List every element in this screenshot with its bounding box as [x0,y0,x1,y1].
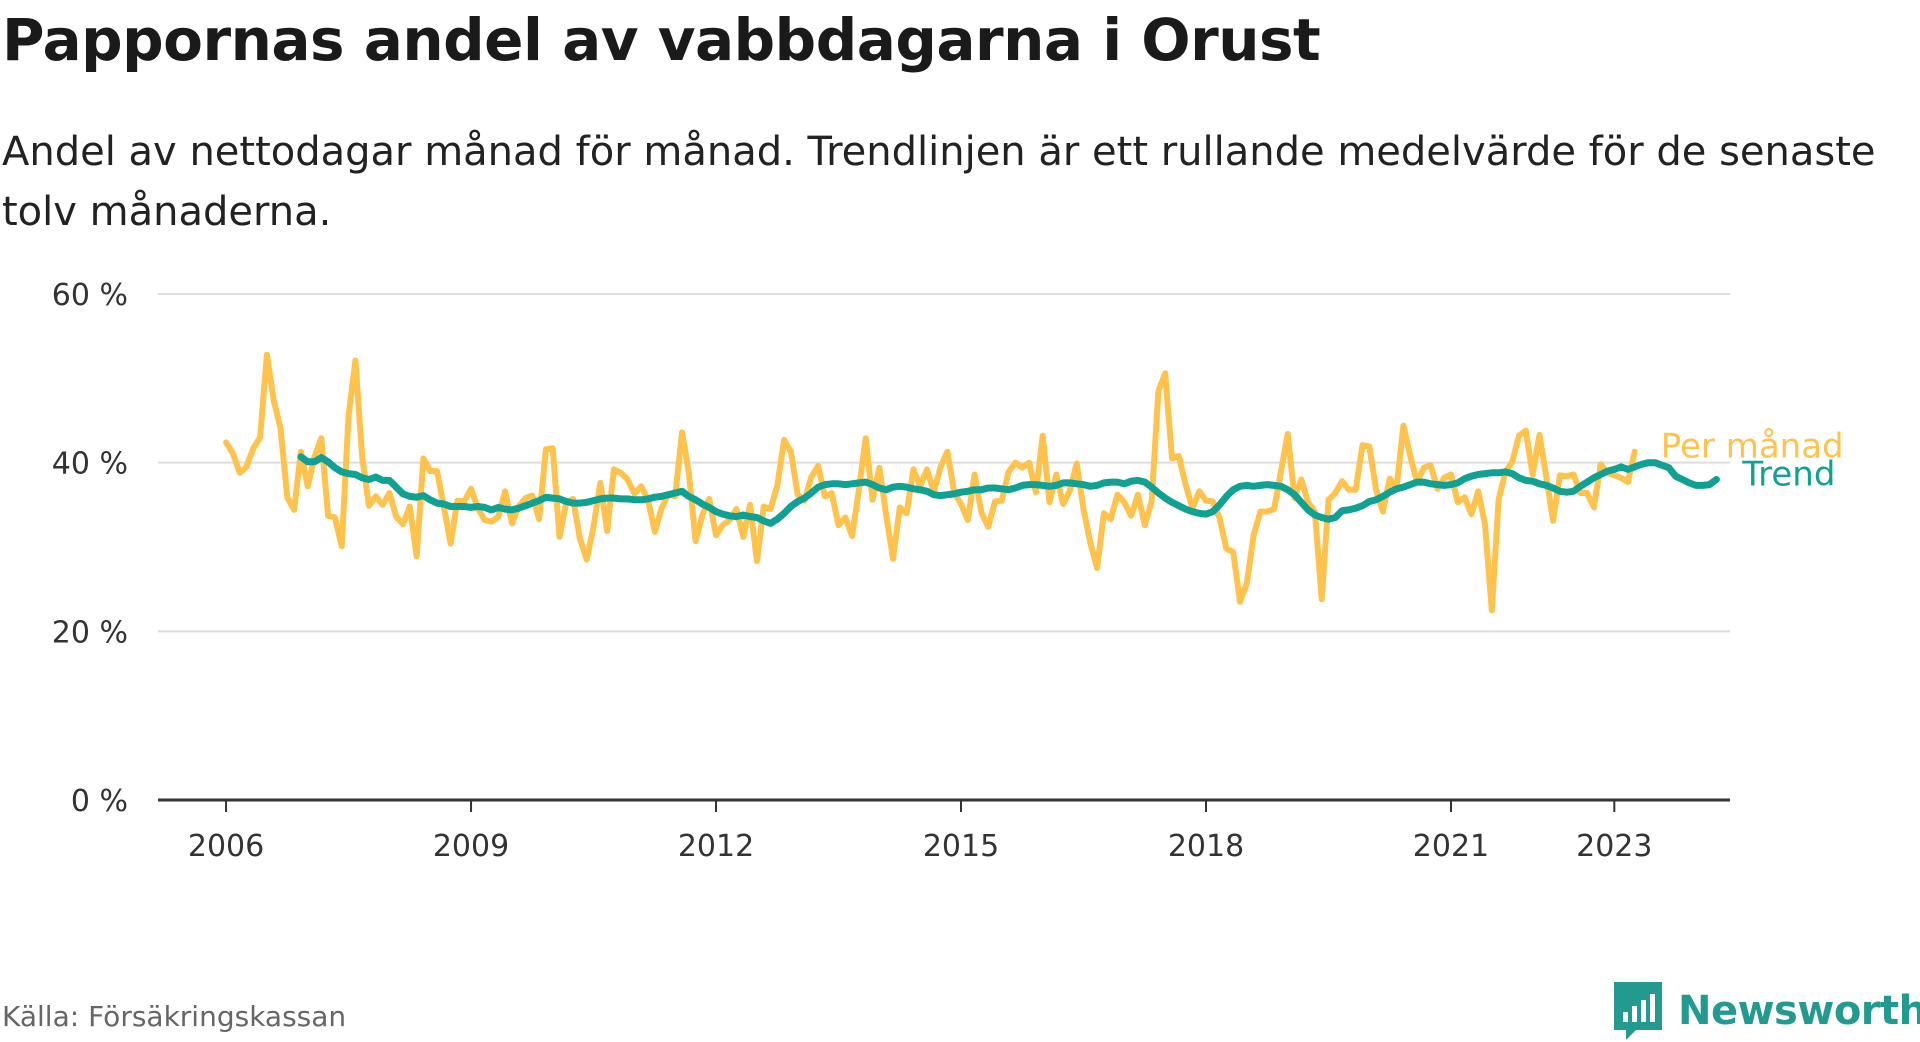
x-tick-label: 2023 [1576,829,1652,864]
y-tick-label: 40 % [52,447,128,482]
x-axis: 2006 2009 2012 2015 2018 2021 2023 [158,798,1730,864]
source-note: Källa: Försäkringskassan [2,1000,347,1033]
series-line-per-month [223,351,1638,614]
line-chart: 0 % 20 % 40 % 60 % 2006 2009 2012 2015 2018 2021… [52,278,1844,864]
series-line-trend [297,453,1720,527]
x-tick-label: 2006 [188,829,264,864]
brand-name: Newsworthy [1678,988,1920,1034]
x-tick-label: 2015 [923,829,999,864]
subtitle: Andel av nettodagar månad för månad. Tre… [2,129,1876,235]
page-title: Pappornas andel av vabbdagarna i Orust [2,6,1321,74]
x-tick-label: 2009 [433,829,509,864]
y-tick-label: 60 % [52,278,128,313]
newsworthy-logo-icon [1614,982,1662,1040]
y-tick-label: 20 % [52,615,128,650]
series-label-trend: Trend [1741,455,1835,495]
y-tick-label: 0 % [71,784,128,819]
newsworthy-logo[interactable]: Newsworthy [1612,980,1920,1042]
x-tick-label: 2021 [1413,829,1489,864]
series-lines [223,351,1720,614]
series-label-per-month: Per månad [1661,427,1844,467]
y-axis-tick-labels: 0 % 20 % 40 % 60 % [52,278,128,819]
x-tick-label: 2018 [1168,829,1244,864]
x-tick-label: 2012 [678,829,754,864]
